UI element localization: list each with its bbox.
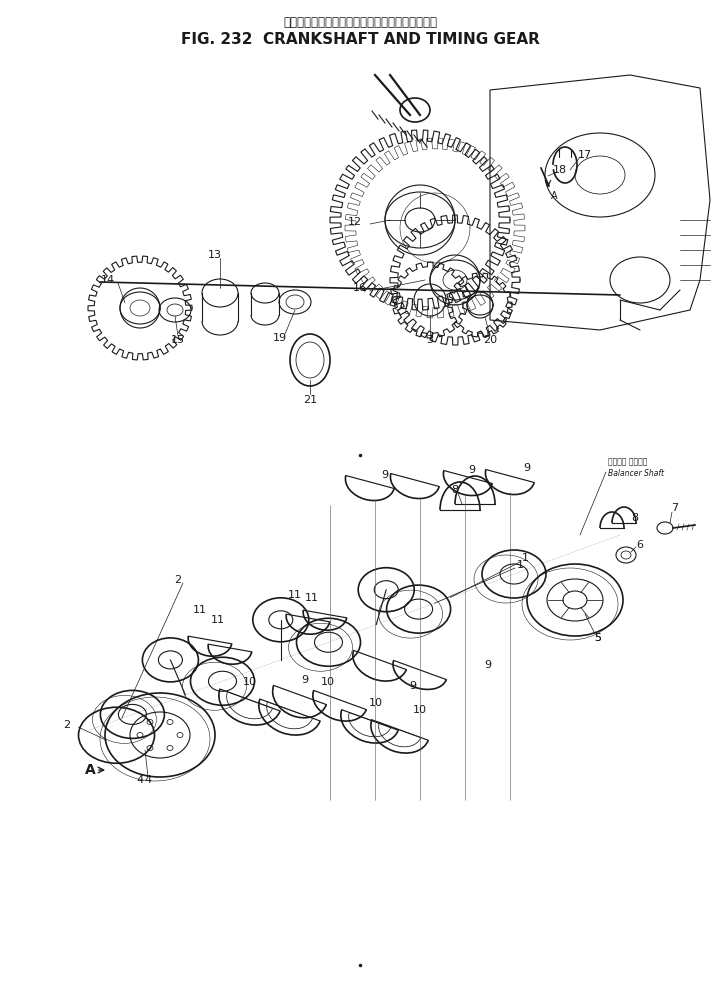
Text: FIG. 232  CRANKSHAFT AND TIMING GEAR: FIG. 232 CRANKSHAFT AND TIMING GEAR bbox=[180, 33, 539, 47]
Text: 4: 4 bbox=[136, 775, 143, 785]
Text: 10: 10 bbox=[369, 698, 383, 708]
Text: クランクシャフト　および　タイミング　ギヤー: クランクシャフト および タイミング ギヤー bbox=[283, 16, 437, 29]
Text: 8: 8 bbox=[632, 513, 639, 523]
Text: Balancer Shaft: Balancer Shaft bbox=[608, 469, 664, 478]
Text: 7: 7 bbox=[671, 503, 678, 513]
Text: 11: 11 bbox=[305, 593, 319, 603]
Text: 3: 3 bbox=[427, 335, 433, 345]
Text: 9: 9 bbox=[381, 470, 389, 480]
Text: バランサ シャフト: バランサ シャフト bbox=[608, 457, 647, 466]
Text: A: A bbox=[551, 191, 557, 201]
Text: A: A bbox=[84, 763, 95, 777]
Text: 9: 9 bbox=[523, 463, 531, 473]
Text: 10: 10 bbox=[243, 677, 257, 687]
Text: 9: 9 bbox=[410, 681, 417, 691]
Text: 9: 9 bbox=[469, 465, 476, 475]
Text: 5: 5 bbox=[595, 633, 601, 643]
Text: 10: 10 bbox=[413, 705, 427, 715]
Text: 11: 11 bbox=[288, 590, 302, 600]
Text: 8: 8 bbox=[451, 485, 459, 495]
Text: 20: 20 bbox=[483, 335, 497, 345]
Text: 5: 5 bbox=[595, 633, 601, 643]
Text: 4: 4 bbox=[144, 775, 151, 785]
Text: 2: 2 bbox=[63, 720, 70, 730]
Text: 11: 11 bbox=[211, 615, 225, 625]
Text: 13: 13 bbox=[208, 250, 222, 260]
Text: 16: 16 bbox=[353, 283, 367, 293]
Text: 9: 9 bbox=[301, 675, 309, 685]
Text: 11: 11 bbox=[193, 605, 207, 615]
Text: 18: 18 bbox=[553, 165, 567, 175]
Text: 1: 1 bbox=[521, 553, 528, 563]
Text: 14: 14 bbox=[101, 275, 115, 285]
Text: 10: 10 bbox=[321, 677, 335, 687]
Text: 19: 19 bbox=[273, 333, 287, 343]
Text: 21: 21 bbox=[303, 395, 317, 405]
Text: 2: 2 bbox=[174, 575, 182, 585]
Text: 6: 6 bbox=[637, 540, 644, 550]
Text: 17: 17 bbox=[578, 150, 592, 160]
Text: 12: 12 bbox=[348, 217, 362, 227]
Text: 9: 9 bbox=[485, 660, 492, 670]
Text: 1: 1 bbox=[516, 560, 523, 570]
Text: 15: 15 bbox=[171, 335, 185, 345]
